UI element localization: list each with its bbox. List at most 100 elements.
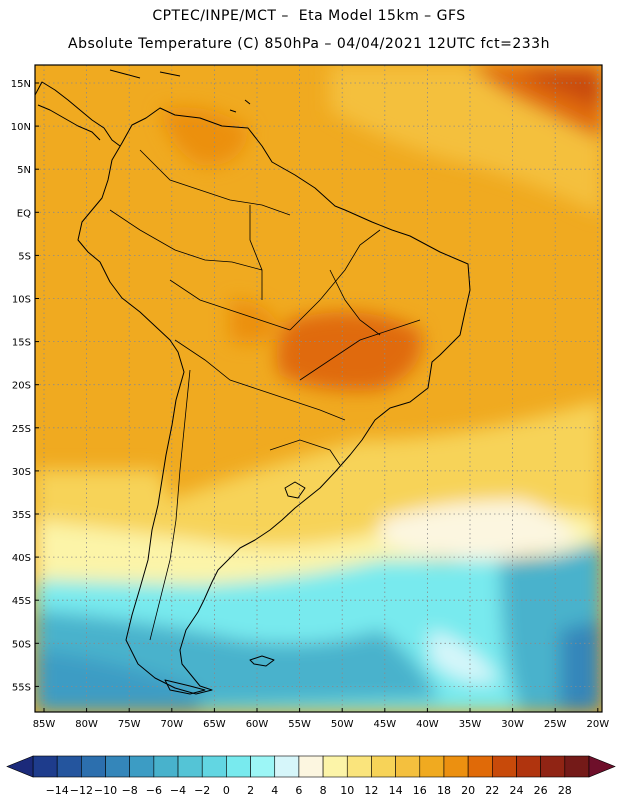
country-borders [109, 149, 421, 641]
colorbar-swatch [153, 755, 179, 778]
border-colombia-venezuela [139, 149, 291, 216]
colorbar-swatch [564, 755, 590, 778]
field-brazil-hot [276, 312, 422, 391]
colorbar-label: 0 [223, 784, 230, 797]
caribbean-islands [109, 69, 251, 113]
colorbar-label: 18 [437, 784, 451, 797]
field-bolivia [230, 300, 280, 344]
lat-label: 15N [11, 79, 31, 90]
lon-label: 25W [544, 719, 567, 730]
colorbar-swatch [32, 755, 58, 778]
colorbar-label: 12 [364, 784, 378, 797]
lat-label: 10S [12, 295, 31, 306]
field-venezuela [160, 107, 250, 166]
colorbar-swatch [274, 755, 300, 778]
lat-label: 20S [12, 381, 31, 392]
border-brazil-states-3 [249, 205, 263, 300]
colorbar-swatch [371, 755, 396, 778]
chart-title-line2: Absolute Temperature (C) 850hPa – 04/04/… [68, 36, 550, 52]
colorbar-label: 2 [247, 784, 254, 797]
colorbar-labels: −14 −12 −10 −8 −6 −4 −2 0 2 4 6 8 10 12 14 16 18 20 22 24 26… [46, 784, 572, 797]
colorbar-label: 22 [485, 784, 499, 797]
lat-label: 25S [12, 424, 31, 435]
chart-title-line1: CPTEC/INPE/MCT – Eta Model 15km – GFS [152, 8, 466, 24]
lat-label: 45S [12, 596, 31, 607]
tierra-del-fuego [164, 679, 206, 695]
lon-label: 30W [501, 719, 524, 730]
colorbar-label: 8 [320, 784, 327, 797]
lon-label: 80W [75, 719, 98, 730]
lon-label: 40W [416, 719, 439, 730]
colorbar-label: 14 [389, 784, 403, 797]
lat-label: 55S [12, 682, 31, 693]
colorbar-label: 10 [340, 784, 354, 797]
colorbar-label: 24 [509, 784, 523, 797]
latitude-labels: 15N 10N 5N EQ 5S 10S 15S 20S 25S 30S 35S 40S 45S 50S 5… [11, 79, 39, 693]
lat-label: 5S [18, 251, 31, 262]
colorbar [6, 755, 616, 778]
central-america-coastline [35, 81, 121, 147]
colorbar-swatch [226, 755, 251, 778]
falklands [249, 655, 275, 667]
map-frame [34, 64, 603, 713]
colorbar-swatch [443, 755, 469, 778]
colorbar-min-arrow [6, 755, 34, 778]
colorbar-swatch [346, 755, 372, 778]
colorbar-swatch [395, 755, 421, 778]
colorbar-swatch [467, 755, 493, 778]
coastlines [35, 69, 471, 695]
border-bolivia [169, 279, 291, 331]
colorbar-label: −10 [94, 784, 117, 797]
colorbar-swatch [419, 755, 445, 778]
lat-label: 10N [11, 122, 31, 133]
lon-label: 85W [33, 719, 56, 730]
lat-label: 5N [17, 165, 31, 176]
colorbar-swatch [540, 755, 566, 778]
field-se-deep [560, 620, 602, 712]
colorbar-swatch [105, 755, 130, 778]
lon-label: 50W [331, 719, 354, 730]
border-uruguay [269, 439, 341, 466]
colorbar-swatch [177, 755, 203, 778]
colorbar-label: 26 [534, 784, 548, 797]
south-america-coastline [77, 107, 471, 695]
colorbar-swatch [250, 755, 276, 778]
colorbar-label: −14 [46, 784, 69, 797]
border-brazil-states-1 [289, 229, 381, 331]
lon-label: 75W [118, 719, 141, 730]
field-cream-patch [380, 500, 580, 560]
lat-label: 50S [12, 639, 31, 650]
lon-label: 55W [288, 719, 311, 730]
border-brazil-states-2 [299, 319, 421, 381]
colorbar-label: −6 [146, 784, 162, 797]
border-brazil-states-4 [329, 269, 381, 336]
lon-label: 60W [246, 719, 269, 730]
lat-label: 35S [12, 510, 31, 521]
colorbar-label: 16 [413, 784, 427, 797]
colorbar-swatch [322, 755, 348, 778]
colorbar-label: 20 [461, 784, 475, 797]
border-chile-argentina [149, 369, 191, 641]
lagoa-dos-patos [284, 481, 306, 499]
colorbar-swatch [516, 755, 541, 778]
lon-label: 45W [373, 719, 396, 730]
colorbar-label: −4 [170, 784, 186, 797]
colorbar-label: −8 [122, 784, 138, 797]
lat-label: 15S [12, 338, 31, 349]
lat-label: EQ [17, 208, 31, 219]
colorbar-label: −12 [70, 784, 93, 797]
colorbar-max-arrow [588, 755, 616, 778]
field-pale-tongue [430, 630, 500, 683]
colorbar-swatch [298, 755, 324, 778]
lat-label: 30S [12, 467, 31, 478]
colorbar-swatch [81, 755, 106, 778]
colorbar-label: 4 [271, 784, 278, 797]
colorbar-label: 6 [295, 784, 302, 797]
field-ne-hotter [520, 70, 602, 110]
colorbar-label: −2 [194, 784, 210, 797]
lon-label: 20W [586, 719, 609, 730]
border-argentina-north [174, 339, 346, 421]
graticule [35, 65, 602, 712]
colorbar-swatch [129, 755, 155, 778]
